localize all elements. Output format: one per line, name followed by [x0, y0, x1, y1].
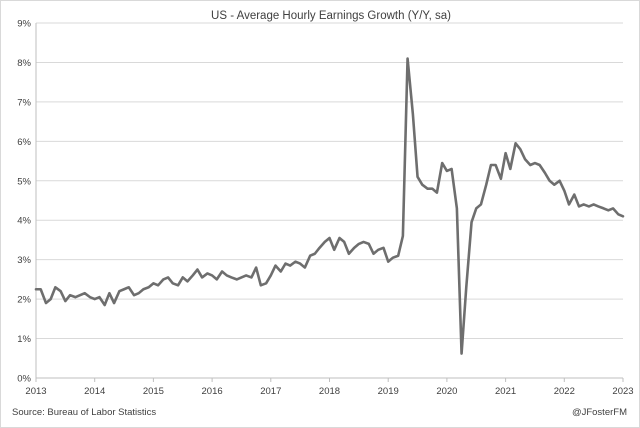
- series-line: [34, 57, 625, 355]
- gridlines: [36, 22, 623, 340]
- y-tick-label: 8%: [17, 58, 31, 69]
- x-tick-label: 2022: [554, 386, 575, 397]
- y-tick-label: 9%: [17, 19, 31, 30]
- x-tick-label: 2019: [378, 386, 399, 397]
- x-tick-label: 2020: [436, 386, 457, 397]
- x-tick-label: 2015: [143, 386, 164, 397]
- x-tick-label: 2023: [612, 386, 633, 397]
- source-note: Source: Bureau of Labor Statistics: [12, 407, 156, 418]
- chart-title: US - Average Hourly Earnings Growth (Y/Y…: [211, 10, 451, 22]
- y-tick-label: 7%: [17, 97, 31, 108]
- y-tick-label: 4%: [17, 216, 31, 227]
- x-tick-label: 2018: [319, 386, 340, 397]
- y-tick-label: 0%: [17, 374, 31, 385]
- x-tick-label: 2016: [202, 386, 223, 397]
- y-tick-label: 3%: [17, 255, 31, 266]
- x-tick-label: 2014: [84, 386, 105, 397]
- y-tick-label: 2%: [17, 295, 31, 306]
- axes: [35, 23, 624, 382]
- series-layer: [34, 57, 625, 355]
- x-axis-tick-labels: 2013 2014 2015 2016 2017 2018 2019 2020 2021 2022…: [25, 386, 633, 397]
- y-tick-label: 5%: [17, 176, 31, 187]
- x-tick-label: 2021: [495, 386, 516, 397]
- x-tick-label: 2013: [25, 386, 46, 397]
- y-tick-label: 1%: [17, 334, 31, 345]
- credit-handle: @JFosterFM: [572, 407, 627, 418]
- y-tick-label: 6%: [17, 137, 31, 148]
- y-axis-tick-labels: 0% 1% 2% 3% 4% 5% 6% 7% 8% 9%: [17, 19, 31, 385]
- x-tick-label: 2017: [260, 386, 281, 397]
